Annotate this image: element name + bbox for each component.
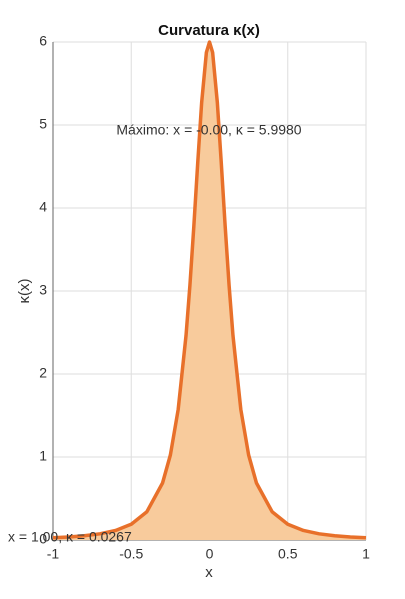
curve-line xyxy=(52,40,367,540)
x-tick-label: 1 xyxy=(362,546,370,562)
annotation-end: x = 1.00, κ = 0.0267 xyxy=(8,529,132,545)
y-axis-label: κ(x) xyxy=(16,279,33,304)
chart-title: Curvatura κ(x) xyxy=(158,22,260,39)
y-tick-label: 0 xyxy=(39,531,47,547)
x-tick-label: -1 xyxy=(47,546,60,562)
y-tick-label: 4 xyxy=(39,199,47,215)
y-tick-label: 2 xyxy=(39,365,47,381)
y-tick-label: 3 xyxy=(39,282,47,298)
y-tick-label: 5 xyxy=(39,116,47,132)
x-tick-label: 0.5 xyxy=(278,546,298,562)
x-axis-label: x xyxy=(205,564,213,581)
area-fill xyxy=(53,42,366,540)
y-tick-label: 1 xyxy=(39,448,47,464)
x-tick-label: -0.5 xyxy=(119,546,143,562)
y-tick-label: 6 xyxy=(39,33,47,49)
annotation-max: Máximo: x = -0.00, κ = 5.9980 xyxy=(116,122,301,138)
x-tick-label: 0 xyxy=(206,546,214,562)
